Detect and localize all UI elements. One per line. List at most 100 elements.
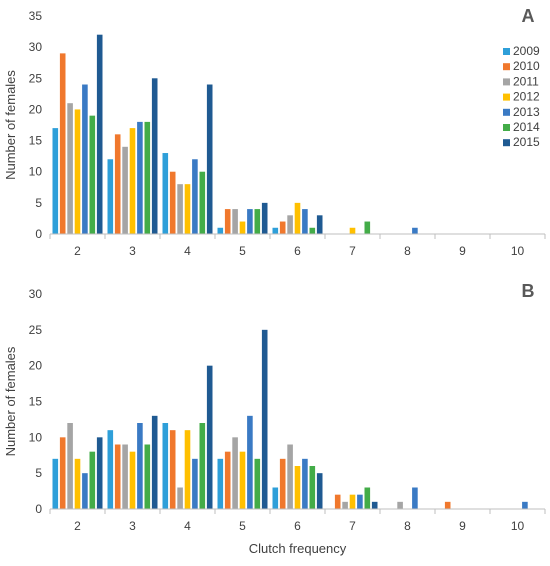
y-tick-label: 35 — [29, 9, 43, 23]
legend-swatch-2013 — [503, 108, 510, 116]
x-tick-label: 2 — [74, 244, 81, 258]
bar-2010-5 — [224, 209, 231, 234]
bar-2015-7 — [371, 501, 378, 509]
bar-2009-4 — [162, 153, 169, 234]
x-tick-label: 10 — [511, 519, 525, 533]
bar-2009-2 — [52, 128, 59, 234]
x-tick-label: 6 — [294, 244, 301, 258]
y-axis-label: Number of females — [3, 70, 18, 180]
bar-2013-5 — [247, 209, 253, 234]
bar-2014-5 — [254, 458, 261, 509]
bar-2014-6 — [309, 227, 316, 234]
bar-2015-6 — [316, 473, 323, 509]
legend-entry-2012: 2012 — [513, 90, 540, 104]
x-tick-label: 4 — [184, 244, 191, 258]
bar-2011-4 — [177, 487, 183, 509]
bar-2009-6 — [272, 227, 279, 234]
bar-2009-3 — [107, 159, 114, 234]
y-tick-label: 20 — [29, 359, 43, 373]
x-tick-label: 9 — [459, 519, 466, 533]
y-tick-label: 25 — [29, 71, 43, 85]
legend-entry-2010: 2010 — [513, 59, 540, 73]
x-tick-label: 5 — [239, 244, 246, 258]
bar-2010-4 — [169, 430, 176, 509]
bar-2013-2 — [82, 473, 88, 509]
bar-2012-5 — [239, 451, 246, 509]
bar-2015-2 — [96, 34, 103, 234]
bar-2009-3 — [107, 430, 114, 509]
x-tick-label: 4 — [184, 519, 191, 533]
y-tick-label: 0 — [35, 227, 42, 241]
legend-entry-2011: 2011 — [513, 74, 539, 88]
bar-2015-5 — [261, 329, 268, 509]
bar-2010-7 — [334, 494, 341, 509]
bar-2015-2 — [96, 437, 103, 509]
bar-2014-3 — [144, 444, 151, 509]
bar-2009-2 — [52, 458, 59, 509]
x-tick-label: 3 — [129, 519, 136, 533]
bar-2011-6 — [287, 444, 293, 509]
bar-2013-4 — [192, 458, 198, 509]
bar-2015-5 — [261, 202, 268, 234]
x-tick-label: 8 — [404, 244, 411, 258]
y-axis-label: Number of females — [3, 346, 18, 456]
bar-2011-3 — [122, 146, 128, 234]
x-tick-label: 2 — [74, 519, 81, 533]
y-tick-label: 30 — [29, 287, 43, 301]
bar-2014-5 — [254, 209, 261, 234]
y-tick-label: 15 — [29, 134, 43, 148]
bar-2012-7 — [349, 494, 356, 509]
bar-2010-3 — [114, 444, 121, 509]
bar-2011-5 — [232, 209, 238, 234]
bar-2013-3 — [137, 121, 143, 234]
bar-2014-7 — [364, 221, 371, 234]
bar-2012-3 — [129, 451, 136, 509]
y-tick-label: 0 — [35, 502, 42, 516]
bar-2013-4 — [192, 159, 198, 234]
bar-2013-7 — [357, 494, 363, 509]
legend-swatch-2011 — [503, 78, 510, 86]
bar-2011-7 — [342, 501, 348, 509]
bar-2012-7 — [349, 227, 356, 234]
x-tick-label: 7 — [349, 519, 356, 533]
bar-2011-6 — [287, 215, 293, 234]
x-axis-label: Clutch frequency — [249, 541, 347, 556]
legend-entry-2009: 2009 — [513, 44, 540, 58]
bar-2012-4 — [184, 430, 191, 509]
bar-2011-3 — [122, 444, 128, 509]
legend-swatch-2014 — [503, 124, 510, 131]
y-tick-label: 5 — [35, 466, 42, 480]
bar-2009-4 — [162, 423, 169, 509]
chart-panel-b: 0 5 10 15 20 25 30 2 3 4 5 6 7 8 9 10 Number of females C… — [3, 281, 546, 556]
bar-2012-6 — [294, 202, 301, 234]
bar-2015-4 — [206, 365, 213, 509]
bar-2010-2 — [59, 437, 66, 509]
bar-2010-9 — [444, 501, 451, 509]
bar-2014-3 — [144, 121, 151, 234]
y-tick-label: 30 — [29, 40, 43, 54]
bar-2011-4 — [177, 184, 183, 234]
bar-2015-3 — [151, 78, 158, 234]
bar-2014-4 — [199, 423, 206, 509]
bar-2009-6 — [272, 487, 279, 509]
bar-2012-3 — [129, 128, 136, 234]
bar-2015-4 — [206, 84, 213, 234]
x-tick-label: 10 — [511, 244, 525, 258]
chart-panel-a: 0 5 10 15 20 25 30 35 2 3 4 5 6 7 8 9 10 Number of female… — [3, 6, 546, 258]
y-tick-label: 10 — [29, 430, 43, 444]
bar-2012-2 — [74, 109, 81, 234]
y-tick-label: 10 — [29, 165, 43, 179]
bar-2012-5 — [239, 221, 246, 234]
bar-2013-5 — [247, 415, 253, 509]
bar-2009-5 — [217, 458, 224, 509]
legend-swatch-2012 — [503, 93, 510, 101]
bar-2013-8 — [412, 487, 418, 509]
bar-2010-3 — [114, 134, 121, 234]
y-tick-label: 25 — [29, 323, 43, 337]
bar-2011-2 — [67, 103, 73, 234]
bar-2013-6 — [302, 209, 308, 234]
x-tick-label: 8 — [404, 519, 411, 533]
bar-2015-3 — [151, 415, 158, 509]
